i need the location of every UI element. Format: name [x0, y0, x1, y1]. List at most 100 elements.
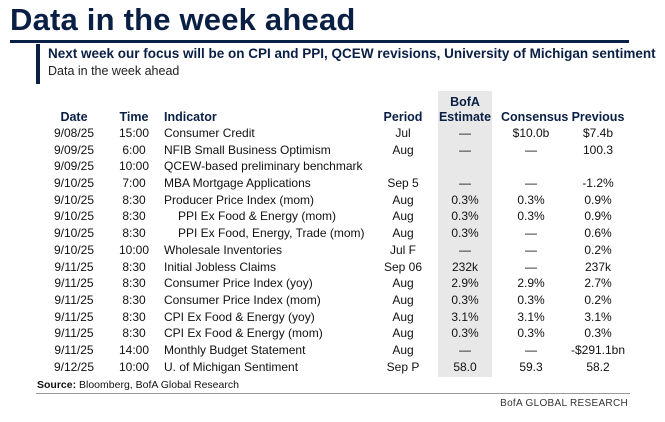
cell-period: Aug — [392, 226, 414, 241]
cell-date: 9/11/25 — [54, 309, 94, 324]
cell-time: 8:30 — [122, 326, 146, 341]
table-row: 9/11/25 8:30 Consumer Price Index (yoy) Aug… — [36, 275, 630, 292]
cell-time: 8:30 — [122, 309, 146, 324]
cell-consensus: — — [525, 259, 537, 274]
cell-indicator: Wholesale Inventories — [164, 242, 283, 257]
cell-estimate: — — [459, 142, 471, 157]
cell-period: Aug — [392, 326, 414, 341]
cell-indicator: CPI Ex Food & Energy (yoy) — [164, 309, 315, 324]
cell-consensus: $10.0b — [512, 126, 550, 140]
cell-period: Aug — [392, 209, 414, 224]
table-body: 9/08/25 15:00 Consumer Credit Jul — $10.0b $7.… — [36, 125, 630, 375]
table-row: 9/10/25 8:30 Producer Price Index (mom) Aug… — [36, 192, 630, 209]
cell-consensus: 0.3% — [517, 326, 545, 341]
cell-previous: 0.2% — [584, 292, 612, 307]
cell-previous: -1.2% — [582, 176, 614, 191]
cell-previous: $7.4b — [582, 126, 614, 140]
cell-consensus: 0.3% — [517, 192, 545, 207]
title-divider — [10, 40, 629, 43]
cell-indicator: NFIB Small Business Optimism — [164, 142, 331, 157]
cell-previous: -$291.1bn — [570, 342, 626, 357]
cell-date: 9/10/25 — [53, 242, 95, 257]
header-estimate-line2: Estimate — [438, 110, 492, 124]
cell-period: Jul F — [389, 242, 416, 257]
page-title: Data in the week ahead — [10, 2, 356, 37]
cell-date: 9/08/25 — [53, 126, 95, 140]
cell-period: Aug — [392, 292, 414, 307]
cell-indicator: Initial Jobless Claims — [164, 259, 277, 274]
cell-indicator: U. of Michigan Sentiment — [164, 359, 299, 374]
cell-time: 10:00 — [118, 159, 150, 174]
cell-indicator: MBA Mortgage Applications — [164, 176, 311, 191]
footer-divider — [36, 393, 630, 394]
cell-previous: 0.3% — [584, 326, 612, 341]
cell-previous: 3.1% — [584, 309, 612, 324]
cell-time: 10:00 — [118, 359, 150, 374]
cell-previous: 100.3 — [582, 142, 614, 157]
table-header-row: Date Time Indicator Period BofA Estimate… — [36, 91, 630, 125]
table-row: 9/11/25 8:30 Initial Jobless Claims Sep 06 2… — [36, 259, 630, 276]
cell-estimate: 0.3% — [451, 326, 479, 341]
cell-date: 9/09/25 — [53, 142, 95, 157]
cell-time: 15:00 — [118, 126, 150, 140]
cell-time: 6:00 — [122, 142, 146, 157]
cell-indicator: Producer Price Index (mom) — [164, 192, 315, 207]
cell-estimate: 0.3% — [451, 292, 479, 307]
cell-consensus: 0.3% — [517, 209, 545, 224]
cell-indicator: PPI Ex Food & Energy (mom) — [178, 209, 337, 224]
cell-consensus: — — [525, 176, 537, 191]
estimate-column-shading — [438, 91, 492, 377]
table-row: 9/12/25 10:00 U. of Michigan Sentiment Sep … — [36, 359, 630, 376]
cell-date: 9/11/25 — [54, 276, 94, 291]
cell-time: 8:30 — [122, 259, 146, 274]
cell-time: 8:30 — [122, 292, 146, 307]
cell-estimate: — — [459, 242, 471, 257]
cell-consensus: — — [525, 142, 537, 157]
cell-indicator: Monthly Budget Statement — [164, 342, 306, 357]
source-note: Source: Bloomberg, BofA Global Research — [37, 379, 239, 391]
source-label: Source: — [37, 379, 77, 391]
table-row: 9/11/25 8:30 CPI Ex Food & Energy (yoy) Aug… — [36, 309, 630, 326]
cell-date: 9/11/25 — [54, 326, 94, 341]
cell-date: 9/10/25 — [53, 226, 95, 241]
header-estimate: BofA Estimate — [438, 95, 492, 125]
cell-indicator: Consumer Price Index (yoy) — [164, 276, 313, 291]
cell-previous: 237k — [584, 259, 612, 274]
cell-indicator: QCEW-based preliminary benchmark — [164, 159, 363, 174]
cell-consensus: 2.9% — [517, 276, 545, 291]
cell-indicator: Consumer Credit — [164, 126, 255, 140]
brand-footer: BofA GLOBAL RESEARCH — [500, 398, 628, 409]
table-row: 9/10/25 10:00 Wholesale Inventories Jul F — —… — [36, 242, 630, 259]
cell-time: 8:30 — [122, 209, 146, 224]
cell-consensus: 3.1% — [517, 309, 545, 324]
cell-consensus: — — [525, 226, 537, 241]
cell-previous: 0.9% — [584, 209, 612, 224]
cell-date: 9/10/25 — [53, 209, 95, 224]
table-row: 9/11/25 8:30 CPI Ex Food & Energy (mom) Aug… — [36, 325, 630, 342]
table-caption: Data in the week ahead — [48, 64, 180, 78]
cell-period: Sep P — [386, 359, 420, 374]
cell-estimate: 3.1% — [451, 309, 479, 324]
cell-estimate: 0.3% — [451, 209, 479, 224]
table-row: 9/10/25 8:30 PPI Ex Food, Energy, Trade (m… — [36, 225, 630, 242]
cell-date: 9/10/25 — [53, 192, 95, 207]
cell-indicator: CPI Ex Food & Energy (mom) — [164, 326, 323, 341]
cell-period: Sep 06 — [383, 259, 423, 274]
cell-estimate: 58.0 — [453, 359, 477, 374]
table-row: 9/09/25 6:00 NFIB Small Business Optimism A… — [36, 142, 630, 159]
cell-time: 10:00 — [118, 242, 150, 257]
cell-time: 8:30 — [122, 192, 146, 207]
subheader-block: Next week our focus will be on CPI and P… — [36, 44, 656, 84]
table-row: 9/10/25 7:00 MBA Mortgage Applications Sep … — [36, 175, 630, 192]
subtitle: Next week our focus will be on CPI and P… — [48, 46, 656, 61]
cell-previous: 58.2 — [586, 359, 610, 374]
cell-time: 14:00 — [118, 342, 150, 357]
table-row: 9/08/25 15:00 Consumer Credit Jul — $10.0b $7.… — [36, 125, 630, 142]
cell-date: 9/12/25 — [53, 359, 95, 374]
cell-period: Aug — [392, 276, 414, 291]
cell-period: Jul — [395, 126, 411, 140]
cell-time: 7:00 — [122, 176, 146, 191]
header-date: Date — [60, 110, 88, 124]
cell-consensus: — — [525, 342, 537, 357]
cell-date: 9/11/25 — [54, 292, 94, 307]
